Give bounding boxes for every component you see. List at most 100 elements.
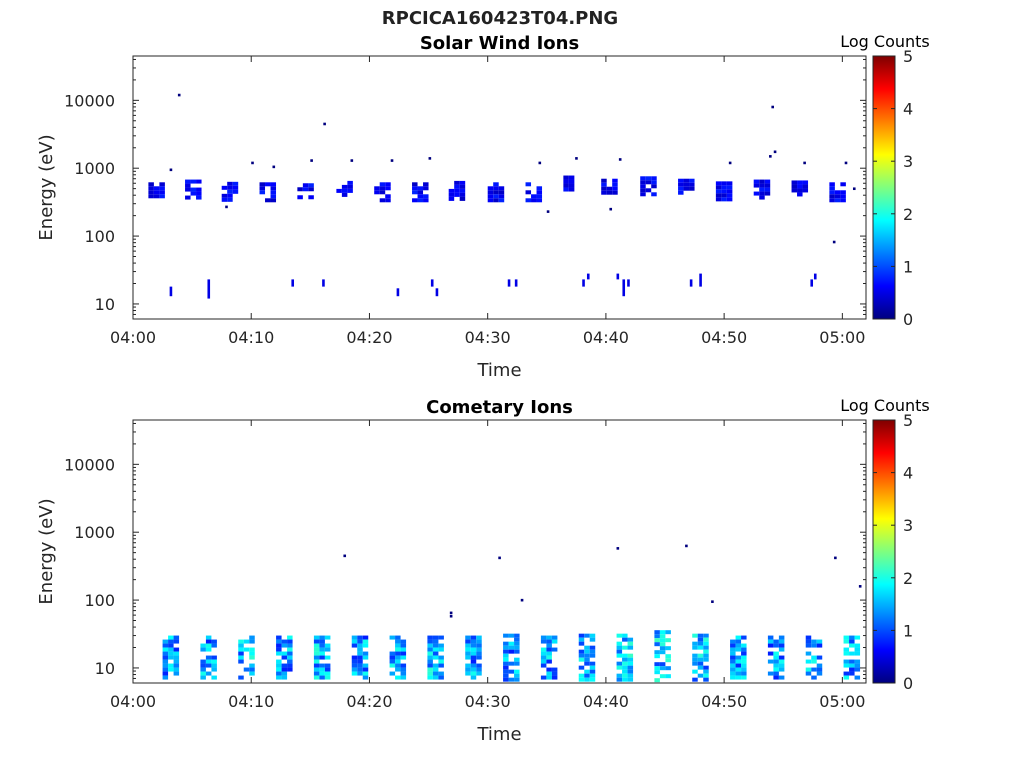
data-cell bbox=[459, 188, 466, 193]
data-cell bbox=[168, 639, 174, 644]
data-cell bbox=[385, 194, 391, 199]
data-cell bbox=[778, 667, 785, 672]
data-cell bbox=[362, 643, 369, 648]
data-cell bbox=[692, 661, 698, 666]
data-cell bbox=[849, 659, 855, 664]
data-cell bbox=[211, 675, 217, 680]
data-cell bbox=[465, 647, 471, 652]
data-cell bbox=[802, 188, 809, 193]
data-cell bbox=[589, 661, 596, 666]
data-cell bbox=[622, 637, 628, 642]
data-bar bbox=[435, 288, 439, 297]
data-cell bbox=[697, 657, 704, 662]
data-cell bbox=[802, 180, 809, 185]
data-cell bbox=[454, 192, 460, 197]
data-cell bbox=[692, 641, 698, 646]
data-cell bbox=[324, 647, 331, 652]
data-cell bbox=[563, 179, 569, 184]
data-cell bbox=[778, 655, 785, 660]
data-cell bbox=[470, 663, 477, 668]
data-cell bbox=[726, 193, 733, 198]
data-cell bbox=[797, 188, 803, 193]
data-cell bbox=[249, 651, 255, 656]
colorbar-tick-label: 4 bbox=[903, 100, 913, 119]
colorbar-tick-label: 2 bbox=[903, 569, 913, 588]
data-cell bbox=[697, 645, 704, 650]
data-cell bbox=[276, 647, 282, 652]
data-cell bbox=[703, 633, 709, 638]
data-cell bbox=[797, 180, 803, 185]
data-cell bbox=[715, 185, 722, 190]
data-cell bbox=[540, 659, 547, 664]
data-cell bbox=[843, 671, 850, 676]
data-cell bbox=[589, 653, 596, 658]
data-bar bbox=[514, 279, 518, 287]
data-cell bbox=[730, 667, 736, 672]
data-cell bbox=[423, 182, 429, 187]
data-cell bbox=[357, 635, 363, 640]
data-cell bbox=[589, 633, 596, 638]
data-cluster bbox=[525, 182, 543, 203]
data-cell bbox=[514, 673, 520, 678]
data-cell bbox=[400, 643, 407, 648]
data-cell bbox=[802, 184, 809, 189]
data-cell bbox=[697, 641, 704, 646]
data-cell bbox=[487, 198, 494, 203]
data-cluster bbox=[238, 635, 255, 680]
data-cell bbox=[168, 647, 174, 652]
data-cell bbox=[427, 663, 433, 668]
data-point bbox=[685, 544, 688, 548]
data-cell bbox=[148, 182, 154, 187]
data-cluster bbox=[540, 635, 558, 680]
data-cell bbox=[400, 675, 407, 680]
data-cluster bbox=[640, 176, 657, 197]
data-bar bbox=[616, 273, 620, 280]
data-cell bbox=[287, 643, 293, 648]
data-cell bbox=[196, 179, 202, 184]
data-cell bbox=[281, 671, 288, 676]
data-cell bbox=[730, 647, 736, 652]
data-cell bbox=[185, 195, 191, 200]
data-cell bbox=[308, 187, 314, 192]
data-cell bbox=[395, 635, 401, 640]
data-cell bbox=[854, 675, 861, 680]
data-cell bbox=[692, 633, 698, 638]
data-cell bbox=[400, 663, 407, 668]
data-cell bbox=[319, 643, 325, 648]
data-cell bbox=[546, 635, 552, 640]
colorbar-tick-label: 3 bbox=[903, 152, 913, 171]
data-cell bbox=[211, 655, 217, 660]
data-cell bbox=[438, 635, 444, 640]
data-cell bbox=[389, 651, 396, 656]
data-cell bbox=[616, 653, 623, 658]
data-cell bbox=[540, 655, 547, 660]
data-point bbox=[844, 161, 848, 165]
data-cell bbox=[622, 677, 628, 682]
data-cell bbox=[374, 190, 380, 195]
data-cluster bbox=[465, 635, 482, 680]
data-cell bbox=[357, 671, 363, 676]
data-cell bbox=[162, 667, 169, 672]
data-cell bbox=[773, 671, 779, 676]
data-cell bbox=[287, 647, 293, 652]
x-tick-label: 05:00 bbox=[819, 328, 865, 347]
data-cell bbox=[493, 190, 499, 195]
data-cell bbox=[427, 635, 433, 640]
data-cell bbox=[168, 643, 174, 648]
data-cell bbox=[173, 671, 180, 676]
data-cell bbox=[395, 655, 401, 660]
data-cell bbox=[536, 194, 543, 199]
data-cell bbox=[627, 657, 634, 662]
data-cell bbox=[584, 649, 590, 654]
data-cell bbox=[551, 675, 558, 680]
data-cell bbox=[514, 669, 520, 674]
data-cell bbox=[659, 674, 666, 679]
data-cell bbox=[584, 633, 590, 638]
data-cell bbox=[427, 675, 433, 680]
data-point bbox=[520, 598, 524, 602]
data-cell bbox=[791, 184, 798, 189]
data-cell bbox=[568, 183, 575, 188]
data-cell bbox=[735, 663, 742, 668]
data-cell bbox=[476, 663, 482, 668]
data-cell bbox=[400, 671, 407, 676]
